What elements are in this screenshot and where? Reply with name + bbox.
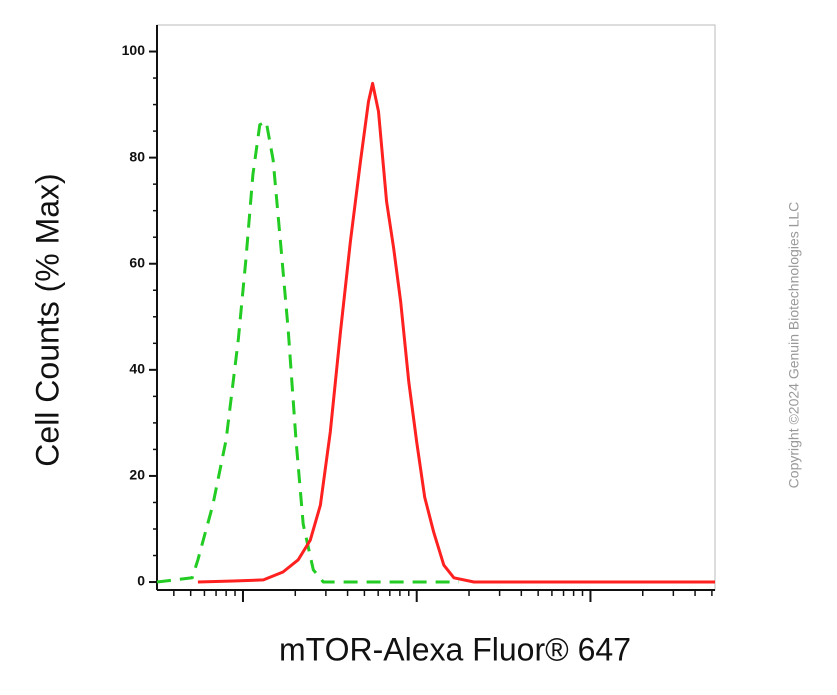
x-axis-label: mTOR-Alexa Fluor® 647 <box>279 631 631 667</box>
y-tick-label: 40 <box>129 361 145 377</box>
watermark: Copyright ©2024 Genuin Biotechnologies L… <box>786 202 802 489</box>
y-tick-label: 100 <box>122 42 146 58</box>
y-tick-label: 20 <box>129 467 145 483</box>
y-tick-label: 80 <box>129 148 145 164</box>
y-axis-label: Cell Counts (% Max) <box>29 173 65 466</box>
series-line <box>156 120 459 584</box>
y-tick-label: 60 <box>129 254 145 270</box>
y-tick-label: 0 <box>137 573 145 589</box>
series-line <box>197 81 715 584</box>
